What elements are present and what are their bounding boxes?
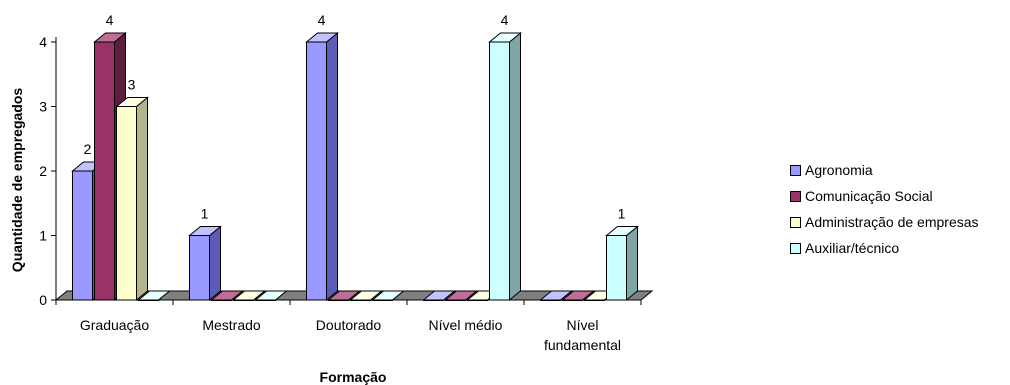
bar [444, 290, 478, 301]
legend-item: Agronomia [790, 157, 979, 183]
x-tick-label: Mestrado [202, 317, 261, 333]
bar-top [605, 226, 639, 236]
data-label: 2 [84, 141, 92, 157]
y-tick-label: 4 [39, 34, 47, 50]
bar-top [371, 290, 405, 301]
bar-top [422, 290, 456, 301]
bar-front [116, 106, 137, 301]
bar-top [254, 290, 288, 301]
bar-top [327, 290, 361, 301]
bar [232, 290, 266, 301]
x-axis-title: Formação [320, 369, 387, 385]
legend-label: Administração de empresas [805, 214, 979, 230]
bar [210, 290, 244, 301]
legend-swatch [790, 216, 801, 228]
bar-front [606, 235, 627, 301]
bar-front [72, 170, 93, 301]
legend-item: Comunicação Social [790, 183, 979, 209]
bar-top [488, 32, 522, 43]
bar [188, 225, 222, 302]
legend-item: Auxiliar/técnico [790, 235, 979, 261]
bar-top [539, 290, 573, 301]
bar-side [326, 31, 338, 302]
bar-top [561, 290, 595, 301]
bar-side [209, 225, 221, 302]
bar-front [306, 41, 327, 301]
bar [305, 31, 339, 302]
data-label: 1 [618, 206, 626, 222]
legend-label: Auxiliar/técnico [805, 240, 900, 256]
legend: Agronomia Comunicação Social Administração… [790, 157, 979, 261]
y-tick-label: 0 [39, 292, 47, 308]
y-axis-title: Quantidade de empregados [9, 88, 25, 273]
bar [115, 96, 149, 302]
bar-top [444, 290, 478, 301]
bar [371, 290, 405, 301]
data-label: 4 [318, 12, 326, 28]
bar-front [189, 235, 210, 301]
y-tick-label: 1 [39, 228, 47, 244]
data-label: 4 [501, 12, 509, 28]
bar-top [137, 290, 171, 301]
bar-front [94, 41, 115, 301]
legend-swatch [790, 164, 801, 176]
bar-top [210, 290, 244, 301]
bar [137, 290, 171, 301]
data-label: 1 [201, 206, 209, 222]
bar-side [136, 96, 148, 302]
data-label: 4 [106, 12, 114, 28]
bar [605, 225, 639, 302]
bar-side [626, 225, 638, 302]
bar-top [305, 32, 339, 43]
legend-item: Administração de empresas [790, 209, 979, 235]
bar-top [188, 226, 222, 236]
bar [327, 290, 361, 301]
bar [349, 290, 383, 301]
x-tick-label: Graduação [80, 317, 149, 333]
bar [422, 290, 456, 301]
bar [561, 290, 595, 301]
x-tick-label: Doutorado [316, 317, 382, 333]
legend-swatch [790, 242, 801, 254]
y-tick-label: 2 [39, 163, 47, 179]
bar [539, 290, 573, 301]
x-tick-label: Nível médio [429, 317, 503, 333]
bar [488, 31, 522, 302]
bar-top [93, 32, 127, 43]
data-label: 3 [128, 77, 136, 93]
bar-side [509, 31, 521, 302]
bar-top [115, 97, 149, 107]
bar-front [489, 41, 510, 301]
legend-label: Agronomia [805, 162, 873, 178]
bar-top [232, 290, 266, 301]
bar-top [349, 290, 383, 301]
bar [254, 290, 288, 301]
legend-swatch [790, 190, 801, 202]
legend-label: Comunicação Social [805, 188, 933, 204]
x-tick-label: Nível fundamental [544, 317, 621, 353]
y-tick-label: 3 [39, 99, 47, 115]
